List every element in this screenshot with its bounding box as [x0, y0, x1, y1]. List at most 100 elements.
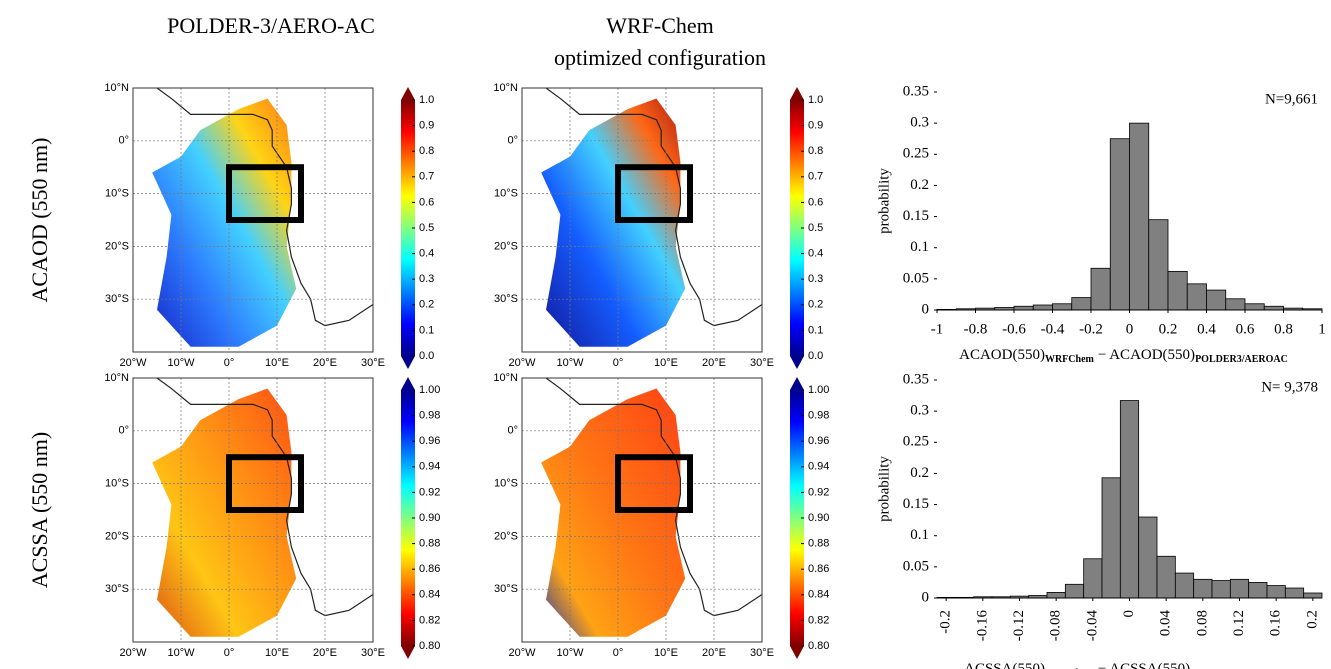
x-tick-label: 30°E: [750, 647, 774, 659]
colorbar-tick-label: 0.4: [419, 248, 434, 260]
colorbar-tick-label: 0.2: [419, 299, 434, 311]
colorbar-tick-label: 0.88: [419, 538, 440, 550]
colorbar-tick-label: 0.8: [419, 145, 434, 157]
y-tick-label: 10°S: [105, 188, 129, 200]
histogram-bar: [1266, 585, 1286, 599]
histogram-bar: [1032, 304, 1053, 311]
x-tick-label: 30°E: [361, 357, 385, 369]
colorbar-tick-label: 0.5: [808, 222, 823, 234]
y-tick-label: 0.2: [910, 177, 929, 193]
colorbar-tick-label: 0.4: [808, 248, 823, 260]
x-tick-label: -0.2: [938, 610, 954, 634]
x-tick-label: 0.8: [1274, 321, 1293, 337]
x-axis-label: ACSSA(550)WRFChem− ACSSA(550)POLDER3/AER…: [964, 661, 1283, 669]
y-tick-label: 10°S: [494, 478, 518, 490]
x-tick-label: 0.04: [1158, 610, 1174, 637]
x-tick-label: 20°E: [313, 647, 337, 659]
colorbar-tick-label: 0.94: [419, 461, 440, 473]
x-tick-label: 30°E: [361, 647, 385, 659]
y-tick-label: 0.3: [910, 115, 929, 131]
x-axis-label: ACAOD(550)WRFChem − ACAOD(550)POLDER3/AER…: [959, 347, 1288, 365]
annotation: N=9,661: [1265, 91, 1318, 107]
x-tick-label: 20°W: [508, 647, 536, 659]
x-axis-label-part: − ACSSA(550): [1098, 661, 1190, 669]
histogram-bar: [1244, 303, 1265, 311]
colorbar-tick-label: 0.86: [419, 563, 440, 575]
colorbar-tick-label: 0.0: [419, 350, 434, 362]
histogram-bar: [1101, 477, 1121, 599]
row-title: ACSSA (550 nm): [27, 432, 52, 588]
x-axis-label-part: ACAOD(550): [959, 347, 1045, 363]
histogram-bar: [1090, 267, 1111, 311]
x-tick-label: -0.4: [1041, 321, 1065, 337]
y-tick-label: 10°N: [493, 82, 518, 94]
histogram-bar: [1071, 297, 1092, 311]
histogram-bar: [1119, 400, 1140, 599]
colorbar-extend-high: [401, 377, 415, 390]
y-tick-label: 0.35: [903, 83, 929, 99]
histogram-bar: [1206, 289, 1227, 311]
y-tick-label: 0°: [118, 135, 129, 147]
histogram-bar: [1148, 219, 1169, 311]
x-tick-label: -1: [931, 321, 944, 337]
y-tick-label: 0.15: [903, 208, 929, 224]
histogram-bar: [1186, 283, 1207, 311]
colorbar-tick-label: 0.98: [808, 410, 829, 422]
colorbar-extend-high: [401, 87, 415, 100]
coastline: [545, 377, 763, 617]
colorbar-tick-label: 0.0: [808, 350, 823, 362]
histogram-bar: [1193, 578, 1213, 599]
y-axis-label: probability: [876, 456, 892, 522]
x-tick-label: 10°E: [654, 647, 678, 659]
column-title: WRF-Chem: [606, 13, 714, 38]
histogram-bar: [1064, 583, 1085, 599]
x-tick-label: 10°E: [265, 647, 289, 659]
x-tick-label: 0.16: [1268, 610, 1284, 637]
y-tick-label: 10°S: [105, 478, 129, 490]
colorbar-tick-label: 0.98: [419, 410, 440, 422]
aerosol-field: [541, 98, 686, 347]
x-tick-label: 10°W: [167, 647, 195, 659]
x-tick-label: -0.04: [1084, 610, 1100, 642]
colorbar-tick-label: 0.82: [808, 614, 829, 626]
colorbar: [790, 390, 804, 646]
colorbar-tick-label: 0.6: [419, 196, 434, 208]
y-tick-label: 0.1: [910, 239, 929, 255]
colorbar-tick-label: 0.5: [419, 222, 434, 234]
colorbar-tick-label: 0.9: [808, 120, 823, 132]
x-tick-label: -0.6: [1002, 321, 1026, 337]
x-tick-label: 10°W: [167, 357, 195, 369]
y-tick-label: 0.1: [910, 527, 929, 543]
y-tick-label: 0.35: [903, 371, 929, 387]
x-tick-label: 20°E: [313, 357, 337, 369]
x-tick-label: 20°W: [508, 357, 536, 369]
y-tick-label: 0: [922, 589, 930, 605]
y-tick-label: 0°: [507, 135, 518, 147]
map-frame: [521, 87, 763, 353]
map-frame: [132, 87, 374, 353]
colorbar-tick-label: 0.3: [808, 273, 823, 285]
colorbar-tick-label: 0.94: [808, 461, 829, 473]
histogram-bar: [1167, 270, 1188, 311]
x-tick-label: -0.2: [1079, 321, 1103, 337]
aerosol-field: [152, 388, 297, 637]
histogram-bar: [1263, 305, 1284, 311]
colorbar: [401, 100, 415, 356]
colorbar-tick-label: 1.0: [808, 94, 823, 106]
y-tick-label: 10°S: [494, 188, 518, 200]
row-title: ACAOD (550 nm): [27, 138, 52, 303]
colorbar-tick-label: 0.92: [808, 486, 829, 498]
x-tick-label: 0.08: [1194, 610, 1210, 636]
colorbar-extend-high: [790, 377, 804, 390]
histogram-bar: [1138, 516, 1158, 599]
colorbar-tick-label: 0.1: [419, 324, 434, 336]
x-axis-label-part: POLDER3/AEROAC: [1195, 354, 1288, 365]
y-tick-label: 20°S: [494, 240, 518, 252]
colorbar-tick-label: 0.9: [419, 120, 434, 132]
x-tick-label: 0: [1121, 610, 1137, 618]
y-tick-label: 10°N: [104, 372, 129, 384]
region-box: [226, 454, 304, 514]
histogram-bar: [1052, 303, 1073, 311]
x-tick-label: -0.8: [964, 321, 988, 337]
